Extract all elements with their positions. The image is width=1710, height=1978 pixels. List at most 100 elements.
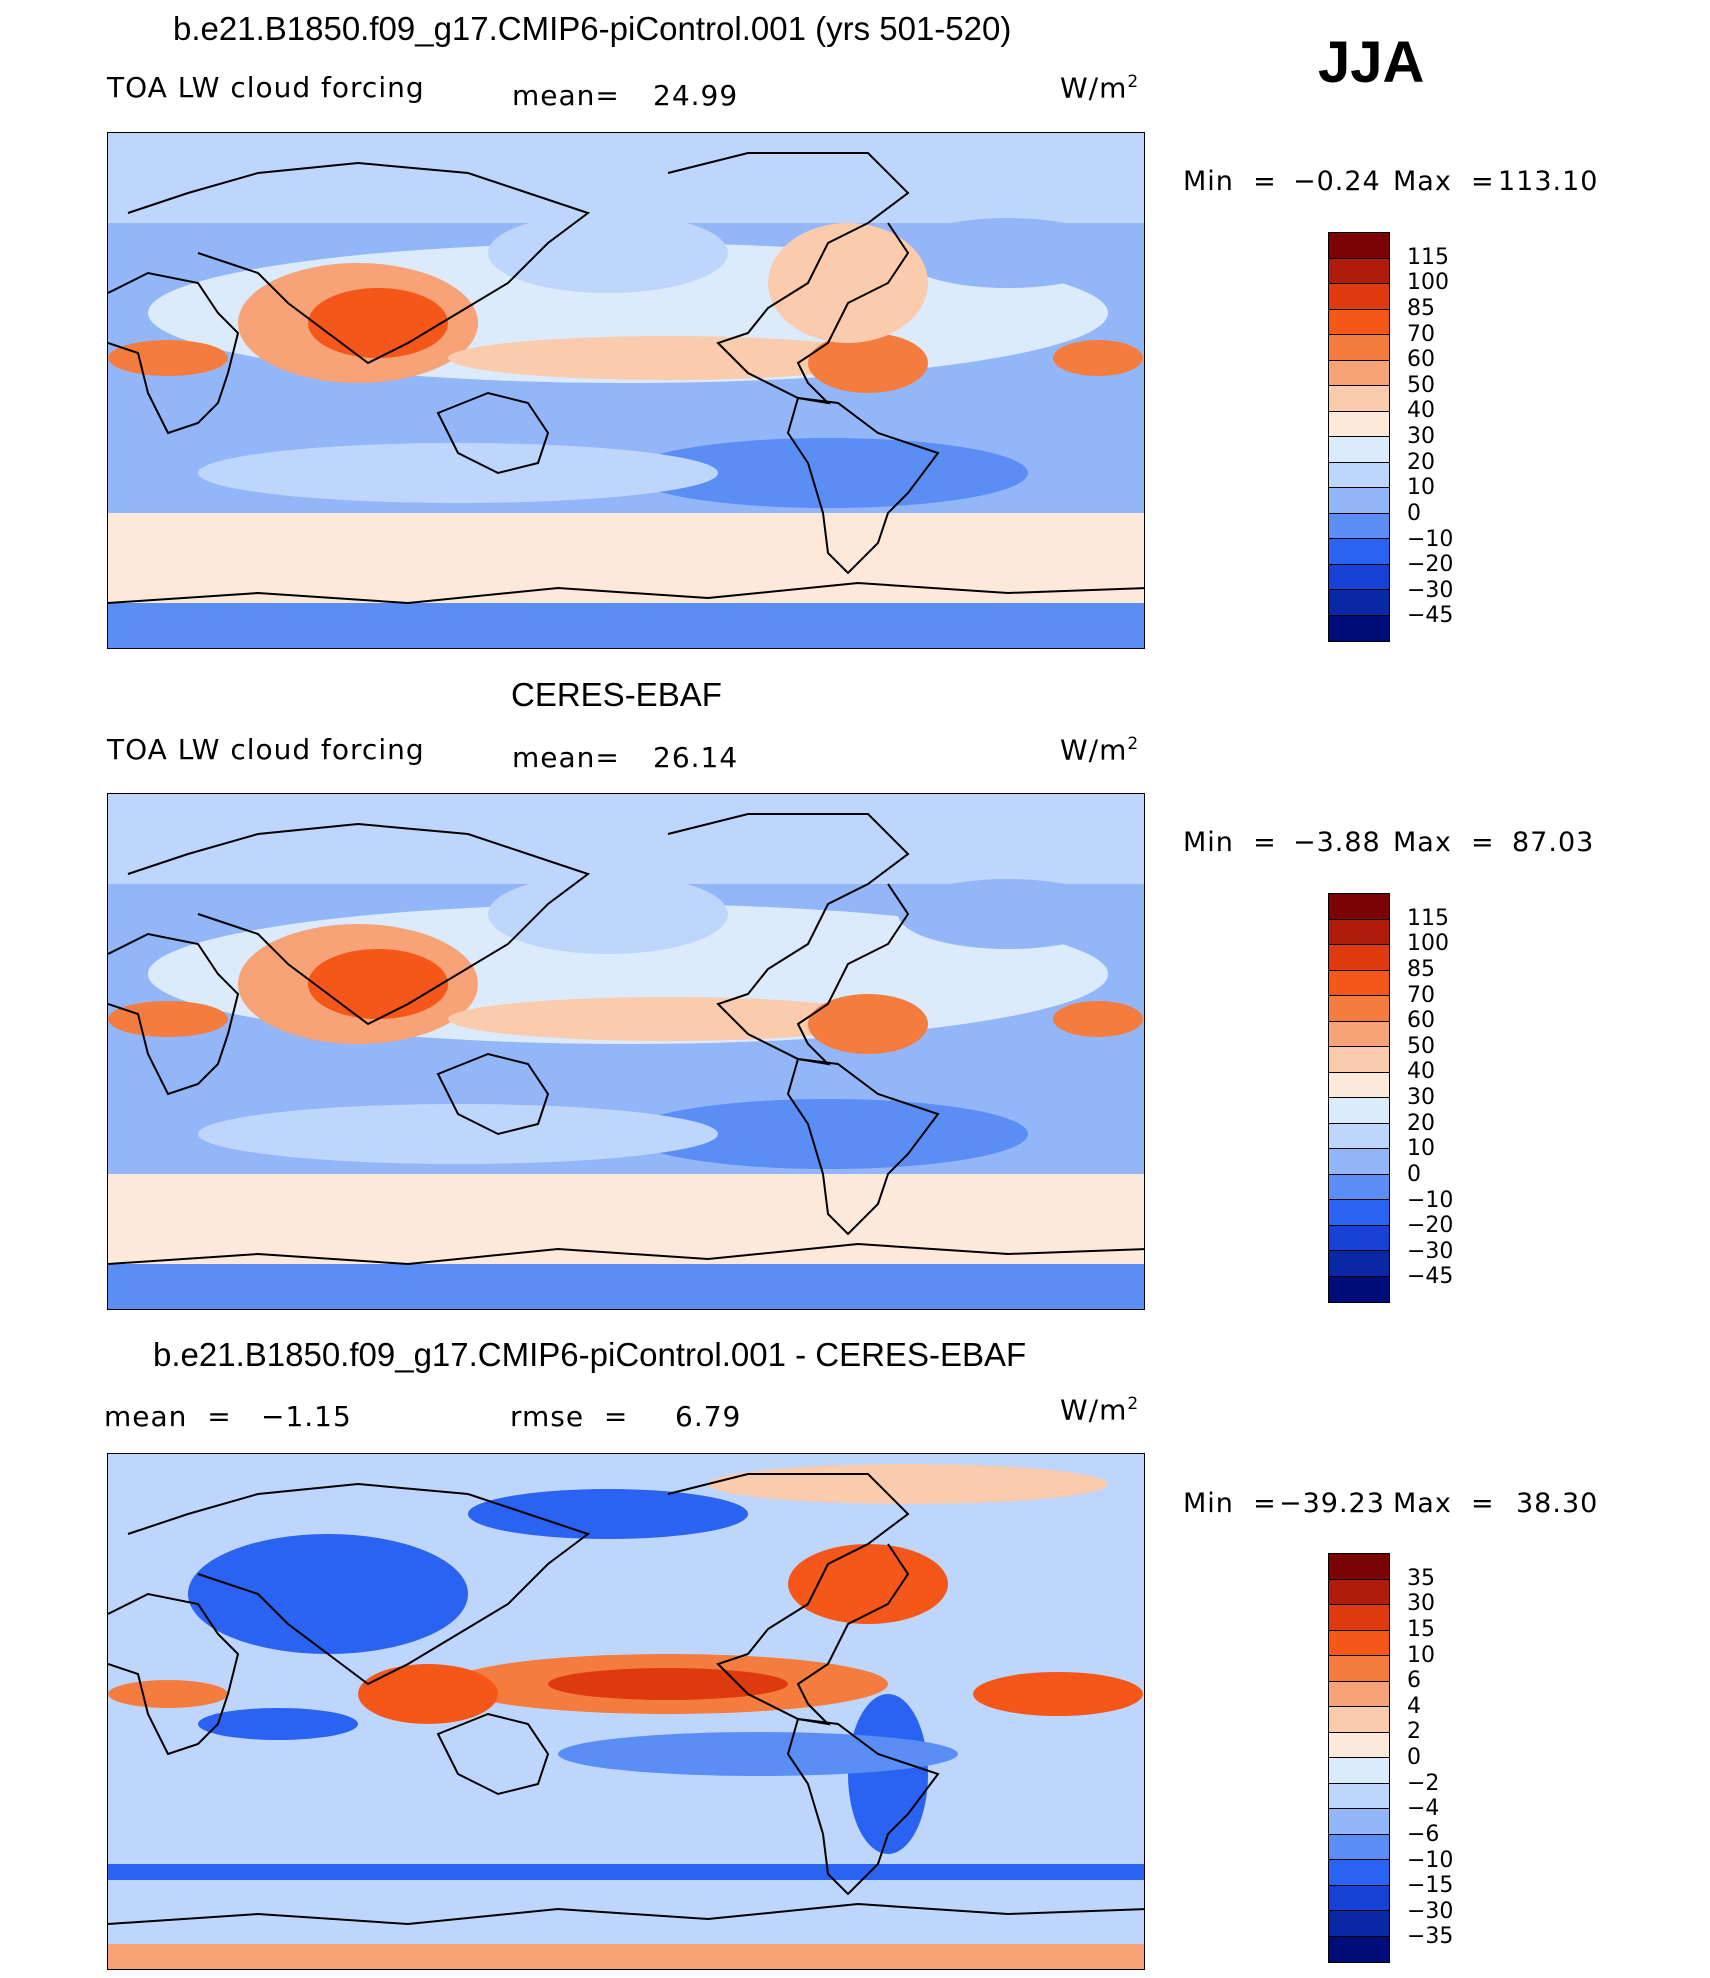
panel3-title: b.e21.B1850.f09_g17.CMIP6-piControl.001 … [153,1336,1027,1373]
colorbar-swatch [1329,1149,1389,1175]
colorbar-swatch [1329,996,1389,1022]
panel2-mean-label: mean= [512,741,620,774]
panel2-colorbar [1328,893,1390,1303]
panel3-mean-value: −1.15 [261,1400,352,1433]
colorbar-swatch [1329,1656,1389,1682]
colorbar-swatch [1329,488,1389,514]
colorbar-tick-label: −20 [1407,1213,1454,1239]
panel3-min-label: Min = [1183,1488,1277,1519]
colorbar-tick-label: 100 [1407,931,1449,957]
colorbar-tick-label: 10 [1407,475,1435,501]
panel2-title: CERES-EBAF [511,676,722,713]
panel2-map [107,793,1145,1310]
colorbar-tick-label: 115 [1407,905,1449,931]
colorbar-swatch [1329,1707,1389,1733]
field-layers [108,133,1144,648]
colorbar-tick-label: 6 [1407,1668,1421,1694]
colorbar-swatch [1329,1225,1389,1251]
panel1-mean-value: 24.99 [653,79,739,112]
colorbar-swatch [1329,1251,1389,1277]
colorbar-tick-label: 40 [1407,1059,1435,1085]
panel1-max-value: 113.10 [1498,166,1599,197]
panel1-variable: TOA LW cloud forcing [107,71,425,104]
colorbar-tick-label: 70 [1407,321,1435,347]
colorbar-tick-label: 10 [1407,1642,1435,1668]
panel3-colorbar [1328,1553,1390,1963]
panel1-map [107,132,1145,649]
colorbar-tick-label: −20 [1407,552,1454,578]
colorbar-swatch [1329,437,1389,463]
colorbar-tick-label: −30 [1407,1898,1454,1924]
colorbar-swatch [1329,945,1389,971]
colorbar-tick-label: −10 [1407,526,1454,552]
panel2-min-label: Min = [1183,827,1277,858]
colorbar-tick-label: 115 [1407,244,1449,270]
colorbar-tick-label: 85 [1407,956,1435,982]
colorbar-tick-label: −10 [1407,1187,1454,1213]
panel1-map-field [108,133,1144,648]
colorbar-tick-label: 15 [1407,1616,1435,1642]
season-label: JJA [1318,30,1425,95]
colorbar-swatch [1329,1885,1389,1911]
colorbar-swatch [1329,1809,1389,1835]
colorbar-tick-label: 30 [1407,424,1435,449]
colorbar-swatch [1329,1605,1389,1631]
panel1-colorbar [1328,232,1390,642]
panel3-min-value: −39.23 [1279,1488,1385,1519]
colorbar-swatch [1329,1834,1389,1860]
colorbar-swatch [1329,564,1389,590]
colorbar-tick-label: −4 [1407,1796,1440,1822]
panel1-title: b.e21.B1850.f09_g17.CMIP6-piControl.001 … [173,10,1012,47]
colorbar-tick-label: 0 [1407,1161,1421,1187]
colorbar-swatch [1329,539,1389,565]
panel3-mean-label: mean = [104,1400,232,1433]
colorbar-tick-label: 50 [1407,1033,1435,1059]
colorbar-swatch [1329,1554,1389,1580]
colorbar-tick-label: 4 [1407,1693,1421,1719]
colorbar-swatch [1329,1276,1389,1302]
panel1-min-value: −0.24 [1293,166,1381,197]
colorbar-tick-label: −30 [1407,577,1454,603]
colorbar-swatch [1329,411,1389,437]
colorbar-swatch [1329,615,1389,641]
colorbar-swatch [1329,335,1389,361]
colorbar-swatch [1329,258,1389,284]
panel2-map-field [108,794,1144,1309]
colorbar-swatch [1329,1579,1389,1605]
panel2-min-value: −3.88 [1293,827,1381,858]
colorbar-swatch [1329,309,1389,335]
colorbar-tick-label: 35 [1407,1565,1435,1591]
colorbar-tick-label: −35 [1407,1924,1454,1950]
colorbar-tick-label: 50 [1407,372,1435,398]
colorbar-tick-label: −10 [1407,1847,1454,1873]
panel2-variable: TOA LW cloud forcing [107,733,425,766]
panel3-map-field [108,1454,1144,1969]
colorbar-swatch [1329,1098,1389,1124]
colorbar-swatch [1329,894,1389,920]
colorbar-swatch [1329,919,1389,945]
colorbar-tick-label: 2 [1407,1719,1421,1745]
colorbar-tick-label: −45 [1407,1264,1454,1290]
panel3-map [107,1453,1145,1970]
colorbar-swatch [1329,1783,1389,1809]
colorbar-swatch [1329,284,1389,310]
colorbar-tick-label: 40 [1407,398,1435,424]
colorbar-swatch [1329,1200,1389,1226]
colorbar-tick-label: 10 [1407,1136,1435,1162]
colorbar-swatch [1329,1072,1389,1098]
colorbar-swatch [1329,1860,1389,1886]
panel3-max-value: 38.30 [1516,1488,1599,1519]
colorbar-tick-label: 30 [1407,1085,1435,1110]
panel1-units: W/m2 [1060,71,1140,105]
field-layers [108,1454,1144,1969]
colorbar-tick-label: −2 [1407,1770,1440,1796]
colorbar-swatch [1329,590,1389,616]
colorbar-swatch [1329,1174,1389,1200]
colorbar-swatch [1329,1758,1389,1784]
colorbar-swatch [1329,970,1389,996]
panel3-rmse-value: 6.79 [675,1400,742,1433]
colorbar-swatch [1329,1911,1389,1937]
colorbar-swatch [1329,1021,1389,1047]
panel3-rmse-label: rmse = [510,1400,629,1433]
colorbar-swatch [1329,1936,1389,1962]
